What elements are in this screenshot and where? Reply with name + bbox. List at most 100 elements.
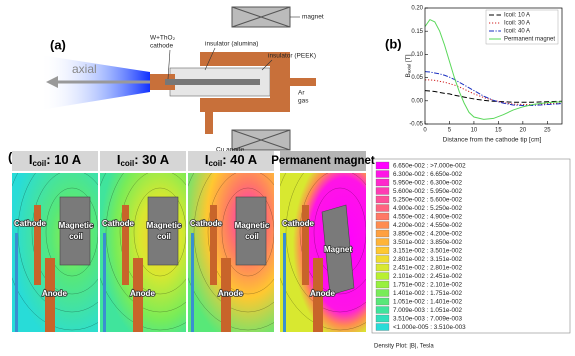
title-main: Permanent magnet xyxy=(271,155,375,167)
cathode-label: Cathode xyxy=(190,219,223,228)
x-tick-label: 20 xyxy=(520,128,527,134)
legend-label: Icoil: 10 A xyxy=(504,13,530,19)
legend-label: 3.501e-002 : 3.850e-002 xyxy=(393,239,462,246)
title-sub: coil xyxy=(208,159,222,168)
legend-swatch xyxy=(376,290,389,297)
figure: axial (a) magnet W+ThO₂ cathode insulato… xyxy=(0,0,575,356)
x-tick-label: 15 xyxy=(495,128,502,134)
legend-label: Icoil: 40 A xyxy=(504,29,530,35)
series-line xyxy=(425,72,562,106)
legend-swatch xyxy=(376,239,389,246)
panel-a: axial (a) magnet W+ThO₂ cathode insulato… xyxy=(40,7,324,154)
gas-label: Ar xyxy=(298,90,305,97)
probe xyxy=(191,233,194,333)
cathode xyxy=(122,205,129,285)
legend-swatch xyxy=(376,273,389,280)
x-tick-label: 5 xyxy=(448,128,452,134)
legend-label: 2.801e-002 : 3.151e-002 xyxy=(393,256,462,263)
y-tick-label: 0.05 xyxy=(411,75,423,81)
legend-label: 2.451e-002 : 2.801e-002 xyxy=(393,264,462,271)
magnet-label: magnet xyxy=(302,14,324,21)
probe xyxy=(15,233,18,333)
legend-label: 6.650e-002 : >7.000e-002 xyxy=(393,162,466,169)
panel-b: (b) Distance from the cathode tip [cm] B… xyxy=(385,6,562,144)
coil-label: Magnetic xyxy=(59,221,94,230)
cathode-label: W+ThO₂ xyxy=(150,35,176,42)
panel-label: (a) xyxy=(50,37,66,52)
cathode-label: Cathode xyxy=(14,219,47,228)
legend-label: 3.151e-002 : 3.501e-002 xyxy=(393,247,462,254)
legend-swatch xyxy=(376,196,389,203)
coil-label: Magnetic xyxy=(147,221,182,230)
y-tick-label: 0.20 xyxy=(411,6,423,12)
plot-title: Permanent magnet xyxy=(271,155,375,167)
probe xyxy=(103,233,106,333)
coil-label: coil xyxy=(157,232,171,241)
y-tick-label: 0.10 xyxy=(411,52,423,58)
legend-swatch xyxy=(376,281,389,288)
title-sub: coil xyxy=(32,159,46,168)
legend-label: 3.510e-003 : 7.009e-003 xyxy=(393,315,462,322)
title-suffix: : 40 A xyxy=(222,152,258,167)
y-tick-label: 0.15 xyxy=(411,29,423,35)
x-axis-label: Distance from the cathode tip [cm] xyxy=(443,137,542,144)
legend-swatch xyxy=(376,324,389,331)
legend-label: 4.200e-002 : 4.550e-002 xyxy=(393,222,462,229)
legend-swatch xyxy=(376,205,389,212)
cathode-label: Cathode xyxy=(102,219,135,228)
anode-label: Anode xyxy=(310,289,335,298)
legend-label: 5.950e-002 : 6.300e-002 xyxy=(393,179,462,186)
legend-label: Permanent magnet xyxy=(504,37,555,43)
legend-swatch xyxy=(376,230,389,237)
gas-inlet xyxy=(290,78,316,86)
anode-lead xyxy=(205,112,213,134)
legend-swatch xyxy=(376,222,389,229)
cathode xyxy=(302,205,309,285)
cathode-label: Cathode xyxy=(282,219,315,228)
legend-label: 5.250e-002 : 5.600e-002 xyxy=(393,196,462,203)
legend-swatch xyxy=(376,298,389,305)
panel-c: (c) Density Plot: |B|, Tesla Magneticcoi… xyxy=(4,134,570,350)
legend-swatch xyxy=(376,179,389,186)
y-tick-label: -0.05 xyxy=(409,122,423,128)
coil-label: coil xyxy=(245,232,259,241)
legend-swatch xyxy=(376,307,389,314)
legend-label: 7.009e-003 : 1.051e-002 xyxy=(393,307,462,314)
coil xyxy=(60,197,90,265)
x-tick-label: 25 xyxy=(544,128,551,134)
legend-label: <1.000e-005 : 3.510e-003 xyxy=(393,324,466,331)
back-flange xyxy=(270,62,290,102)
legend-swatch xyxy=(376,264,389,271)
title-suffix: : 30 A xyxy=(134,152,170,167)
legend-swatch xyxy=(376,213,389,220)
legend-label: 1.751e-002 : 2.101e-002 xyxy=(393,281,462,288)
legend-label: 1.401e-002 : 1.751e-002 xyxy=(393,290,462,297)
insulator-label: insulator (alumina) xyxy=(205,41,258,48)
title-suffix: : 10 A xyxy=(46,152,82,167)
legend-label: 2.101e-002 : 2.451e-002 xyxy=(393,273,462,280)
insulator-label: insulator (PEEK) xyxy=(268,53,316,60)
magnet-label: Magnet xyxy=(324,245,352,254)
panel-label: (b) xyxy=(385,36,402,51)
coil-label: coil xyxy=(69,232,83,241)
legend-label: 5.600e-002 : 5.950e-002 xyxy=(393,188,462,195)
coil-label: Magnetic xyxy=(235,221,270,230)
anode-label: Anode xyxy=(218,289,243,298)
probe xyxy=(283,233,286,333)
cathode-label: cathode xyxy=(150,43,174,50)
y-tick-label: 0.00 xyxy=(411,98,423,104)
anode-label: Anode xyxy=(130,289,155,298)
legend-swatch xyxy=(376,256,389,263)
legend-label: Icoil: 30 A xyxy=(504,21,530,27)
coil xyxy=(148,197,178,265)
cathode xyxy=(34,205,41,285)
legend-swatch xyxy=(376,188,389,195)
legend-swatch xyxy=(376,247,389,254)
cathode xyxy=(210,205,217,285)
legend-label: 1.051e-002 : 1.401e-002 xyxy=(393,298,462,305)
legend-label: 6.300e-002 : 6.650e-002 xyxy=(393,171,462,178)
legend-label: 3.850e-002 : 4.200e-002 xyxy=(393,230,462,237)
legend-label: 4.550e-002 : 4.900e-002 xyxy=(393,213,462,220)
legend-swatch xyxy=(376,315,389,322)
cathode-rod xyxy=(165,79,260,85)
